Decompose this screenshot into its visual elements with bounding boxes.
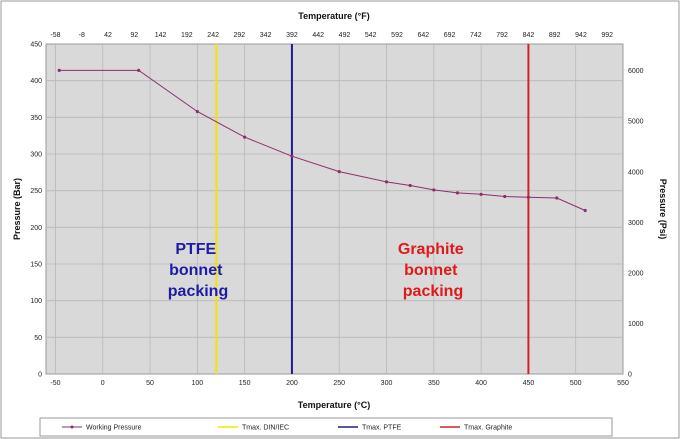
- y2-tick-label: 4000: [628, 169, 644, 176]
- x2-tick-label: 342: [260, 32, 272, 39]
- data-point: [432, 188, 436, 192]
- ptfe-annotation-line: bonnet: [169, 262, 223, 279]
- legend-entries: Working Pressure Tmax. DIN/IEC Tmax. PTFE T…: [62, 425, 512, 432]
- x2-tick-label: -58: [50, 32, 60, 39]
- x-tick-label: 300: [381, 380, 393, 387]
- x2-tick-label: 192: [181, 32, 193, 39]
- x-tick-label: 150: [239, 380, 251, 387]
- x-tick-label: 550: [617, 380, 629, 387]
- x2-tick-label: 592: [391, 32, 403, 39]
- x2-tick-label: 942: [575, 32, 587, 39]
- y2-axis-title: Pressure (Psi): [658, 179, 668, 240]
- legend-label: Working Pressure: [86, 425, 142, 432]
- data-point: [455, 191, 460, 195]
- y-tick-label: 450: [30, 42, 42, 49]
- y2-tick-label: 1000: [628, 321, 644, 328]
- legend-label: Tmax. PTFE: [362, 425, 402, 432]
- y-tick-label: 250: [30, 188, 42, 195]
- x2-tick-label: 892: [549, 32, 561, 39]
- x2-tick-label: -8: [79, 32, 85, 39]
- y-tick-label: 100: [30, 298, 42, 305]
- ptfe-annotation-line: PTFE: [175, 241, 216, 258]
- y2-tick-label: 6000: [628, 68, 644, 75]
- y2-tick-label: 0: [628, 372, 632, 379]
- limit-lines: [215, 44, 530, 374]
- data-point: [479, 192, 483, 196]
- x2-tick-label: 792: [496, 32, 508, 39]
- x2-tick-label: 492: [339, 32, 351, 39]
- data-point: [583, 208, 587, 213]
- data-point: [526, 195, 531, 199]
- x-tick-label: 50: [146, 380, 154, 387]
- graphite-annotation-line: packing: [403, 283, 463, 300]
- y-tick-label: 300: [30, 152, 42, 159]
- y-tick-label: 200: [30, 225, 42, 232]
- data-point: [137, 68, 141, 72]
- series-lines: [57, 68, 587, 213]
- y2-tick-label: 5000: [628, 119, 644, 126]
- ptfe-annotation-line: packing: [168, 283, 228, 300]
- ptfe-annotation: PTFE bonnet packing: [168, 241, 228, 300]
- data-point: [243, 135, 247, 139]
- x2-tick-label: 42: [104, 32, 112, 39]
- data-point: [384, 180, 389, 184]
- data-point: [503, 194, 507, 199]
- x2-tick-label: 392: [286, 32, 298, 39]
- y-tick-label: 350: [30, 115, 42, 122]
- x2-tick-label: 142: [155, 32, 167, 39]
- x-tick-label: 100: [192, 380, 204, 387]
- graphite-annotation-line: Graphite: [398, 241, 464, 258]
- x2-tick-label: 742: [470, 32, 482, 39]
- y-tick-label: 50: [34, 335, 42, 342]
- x2-axis-title: Temperature (°F): [298, 11, 369, 21]
- graphite-annotation: Graphite bonnet packing: [398, 241, 468, 300]
- x2-tick-label: 92: [130, 32, 138, 39]
- x-tick-label: 500: [570, 380, 582, 387]
- graphite-annotation-line: bonnet: [404, 262, 458, 279]
- x-tick-label: 250: [333, 380, 345, 387]
- data-point: [408, 183, 412, 188]
- data-point: [290, 154, 294, 158]
- y2-tick-label: 3000: [628, 220, 644, 227]
- data-point: [555, 196, 559, 200]
- y-tick-label: 0: [38, 372, 42, 379]
- x-tick-label: 0: [101, 380, 105, 387]
- legend: [39, 417, 613, 437]
- x-tick-label: 350: [428, 380, 440, 387]
- legend-label: Tmax. Graphite: [464, 425, 512, 432]
- y-tick-label: 150: [30, 262, 42, 269]
- legend-marker: [70, 425, 74, 429]
- data-point: [337, 170, 341, 174]
- x2-tick-label: 842: [523, 32, 535, 39]
- x-tick-label: 200: [286, 380, 298, 387]
- x2-tick-label: 242: [207, 32, 219, 39]
- y2-tick-label: 2000: [628, 270, 644, 277]
- y-tick-label: 400: [30, 78, 42, 85]
- x2-tick-label: 292: [233, 32, 245, 39]
- x2-tick-label: 542: [365, 32, 377, 39]
- plot-area: [45, 43, 624, 375]
- x-tick-label: 450: [523, 380, 535, 387]
- x-tick-label: 400: [475, 380, 487, 387]
- x2-tick-label: 992: [601, 32, 613, 39]
- tick-labels: 0 50 100 150 200 250 300 350 400 450 -50 0 50 100 150 2…: [30, 32, 643, 387]
- x2-tick-label: 642: [417, 32, 429, 39]
- y-axis-title: Pressure (Bar): [12, 178, 22, 240]
- data-point: [195, 109, 199, 114]
- x-tick-label: -50: [50, 380, 60, 387]
- legend-label: Tmax. DIN/IEC: [242, 425, 289, 432]
- data-point: [57, 68, 61, 72]
- x2-tick-label: 442: [312, 32, 324, 39]
- x2-tick-label: 692: [444, 32, 456, 39]
- x-axis-title: Temperature (°C): [298, 400, 370, 410]
